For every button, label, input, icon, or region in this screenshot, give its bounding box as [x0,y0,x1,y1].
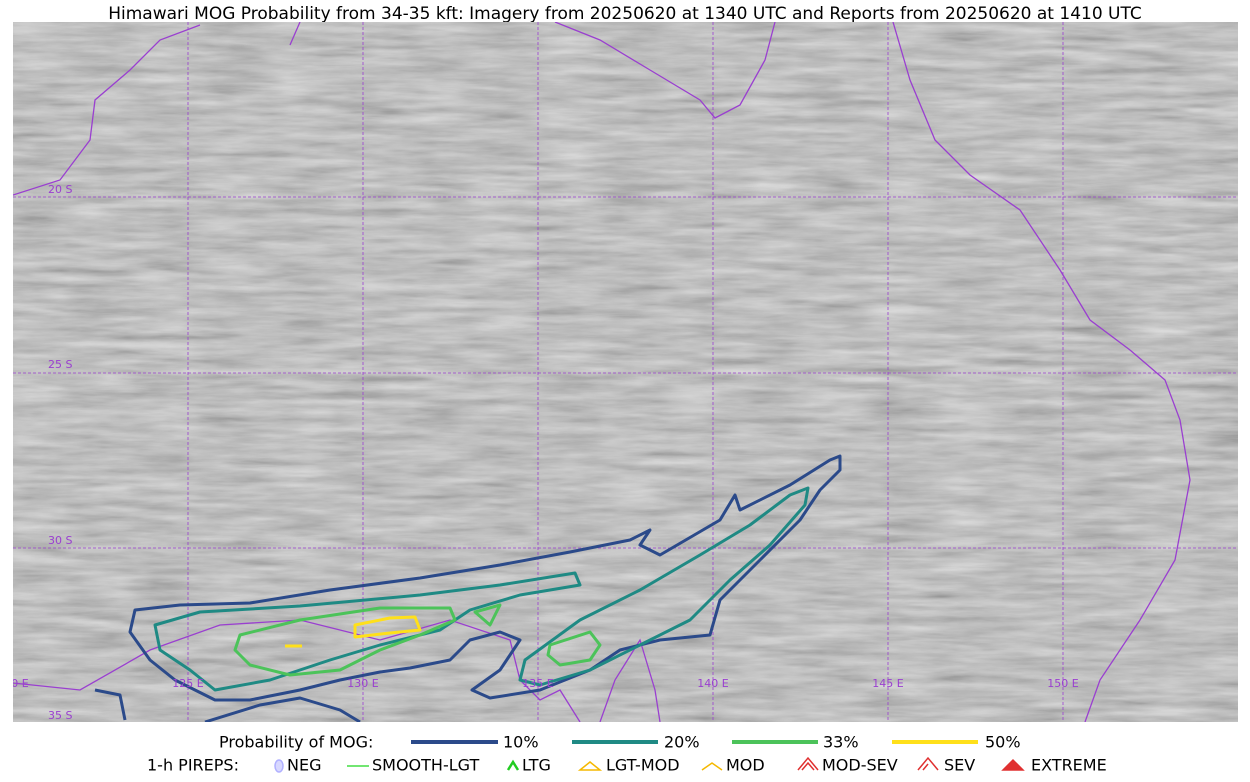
satellite-texture [13,22,1238,722]
legend-item: SEV [944,756,975,775]
legend-item: 33% [823,733,859,752]
legend: Probability of MOG: 10% 20% 33% 50% 1-h PIREP… [147,733,1107,775]
title: Himawari MOG Probability from 34-35 kft:… [108,4,1142,24]
legend-item: MOD-SEV [822,756,898,775]
map: 20 S 25 S 30 S 35 S 120 E 125 E 130 E 135 E 140 … [0,22,1238,722]
lon-label: 120 E [0,677,29,690]
lat-label: 25 S [48,358,72,371]
legend-item: 20% [664,733,700,752]
lat-label: 35 S [48,709,72,722]
legend-item: NEG [287,756,321,775]
legend-title: 1-h PIREPS: [147,756,239,775]
lon-label: 140 E [697,677,728,690]
coastlines [13,22,1191,722]
legend-item: LGT-MOD [606,756,680,775]
legend-item: SMOOTH-LGT [372,756,479,775]
lat-label: 20 S [48,183,72,196]
lat-label: 30 S [48,534,72,547]
legend-item: 10% [503,733,539,752]
lon-label: 130 E [347,677,378,690]
grid [13,22,1238,722]
legend-item: 50% [985,733,1021,752]
legend-item: LTG [522,756,551,775]
contours [94,454,842,722]
legend-title: Probability of MOG: [219,733,373,752]
lon-label: 150 E [1047,677,1078,690]
lon-label: 135 E [522,677,553,690]
legend-item: MOD [726,756,765,775]
lon-label: 145 E [872,677,903,690]
lon-label: 125 E [172,677,203,690]
legend-item: EXTREME [1031,756,1107,775]
